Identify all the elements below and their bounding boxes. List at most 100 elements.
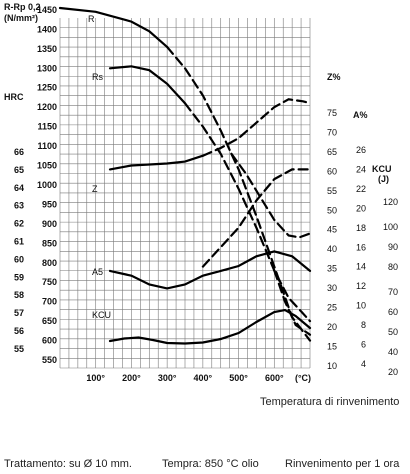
kcu-axis: KCU(J) 120 100 90 80 70 60 50 40 20: [372, 164, 398, 377]
series-r-dashed-line: [166, 45, 312, 342]
x-tick-label: 400°: [194, 373, 213, 383]
a-tick-label: 24: [356, 164, 366, 174]
a-tick-label: 18: [356, 223, 366, 233]
series-unnamed-4-dashed-line: [230, 152, 312, 239]
a-tick-label: 26: [356, 145, 366, 155]
stress-tick-label: 1200: [37, 102, 57, 112]
hrc-tick-label: 64: [14, 183, 24, 193]
series-label-kcu: KCU: [92, 310, 111, 320]
series-unnamed-7-dashed-line: [273, 269, 312, 336]
stress-tick-label: 1050: [37, 161, 57, 171]
a-tick-label: 8: [361, 320, 366, 330]
x-axis-title: Temperatura di rinvenimento: [260, 396, 400, 408]
stress-tick-label: 1450: [37, 5, 57, 15]
stress-axis: 1450 1400 1350 1300 1250 1200 1150 1100 1050 1000…: [4, 2, 57, 365]
x-axis: 100° 200° 300° 400° 500° 600° (°C): [86, 373, 311, 383]
stress-tick-label: 650: [42, 316, 57, 326]
z-axis: Z% 75 70 65 60 55 50 45 40 35 30 25 20 15 10: [327, 72, 341, 371]
kcu-tick-label: 20: [388, 367, 398, 377]
quench-note: Tempra: 850 °C olio: [162, 458, 259, 470]
kcu-tick-label: 50: [388, 327, 398, 337]
a-tick-label: 22: [356, 184, 366, 194]
stress-tick-label: 950: [42, 199, 57, 209]
z-tick-label: 30: [327, 283, 337, 293]
a-tick-label: 10: [356, 301, 366, 311]
z-tick-label: 25: [327, 303, 337, 313]
stress-tick-label: 800: [42, 258, 57, 268]
z-axis-label: Z%: [327, 72, 341, 82]
hrc-tick-label: 62: [14, 219, 24, 229]
z-tick-label: 10: [327, 361, 337, 371]
kcu-tick-label: 90: [388, 242, 398, 252]
stress-tick-label: 1000: [37, 180, 57, 190]
z-tick-label: 70: [327, 127, 337, 137]
stress-tick-label: 1300: [37, 63, 57, 73]
series-label-z: Z: [92, 184, 98, 194]
x-axis-unit: (°C): [295, 373, 311, 383]
z-tick-label: 75: [327, 108, 337, 118]
stress-axis-unit: (N/mm²): [4, 13, 38, 23]
x-tick-label: 200°: [122, 373, 141, 383]
hrc-tick-label: 61: [14, 237, 24, 247]
hrc-tick-label: 59: [14, 272, 24, 282]
z-tick-label: 50: [327, 205, 337, 215]
z-tick-label: 65: [327, 147, 337, 157]
kcu-tick-label: 40: [388, 347, 398, 357]
kcu-tick-label: 60: [388, 307, 398, 317]
stress-tick-label: 750: [42, 277, 57, 287]
stress-tick-label: 1250: [37, 83, 57, 93]
kcu-tick-label: 100: [383, 222, 398, 232]
hrc-tick-label: 55: [14, 344, 24, 354]
stress-tick-label: 700: [42, 297, 57, 307]
kcu-axis-unit: (J): [378, 174, 389, 184]
series-label-rs: Rs: [92, 72, 103, 82]
kcu-tick-label: 120: [383, 197, 398, 207]
stress-tick-label: 600: [42, 336, 57, 346]
x-tick-label: 100°: [86, 373, 105, 383]
a-tick-label: 16: [356, 242, 366, 252]
hrc-axis: HRC 66 65 64 63 62 61 60 59 58 57 56 55: [4, 92, 24, 354]
stress-tick-label: 1400: [37, 24, 57, 34]
hrc-tick-label: 56: [14, 326, 24, 336]
series-z-dashed-line: [201, 98, 312, 157]
z-tick-label: 60: [327, 166, 337, 176]
a-tick-label: 4: [361, 359, 366, 369]
hrc-axis-label: HRC: [4, 92, 24, 102]
series-unnamed-3-dashed-line: [201, 168, 312, 268]
stress-tick-label: 900: [42, 219, 57, 229]
hrc-tick-label: 65: [14, 165, 24, 175]
hrc-tick-label: 58: [14, 290, 24, 300]
series-kcu-solid-line: [108, 308, 312, 345]
kcu-tick-label: 70: [388, 287, 398, 297]
x-tick-label: 300°: [158, 373, 177, 383]
hrc-tick-label: 60: [14, 254, 24, 264]
tempering-note: Rinvenimento per 1 ora: [285, 458, 400, 470]
stress-tick-label: 850: [42, 238, 57, 248]
kcu-axis-label: KCU: [372, 164, 392, 174]
treatment-note: Trattamento: su Ø 10 mm.: [4, 458, 132, 470]
stress-axis-label: R-Rp 0,2: [4, 2, 41, 12]
series-z-solid-line: [108, 154, 204, 171]
series-a5-solid-line: [108, 250, 312, 290]
z-tick-label: 35: [327, 264, 337, 274]
z-tick-label: 15: [327, 341, 337, 351]
a-tick-label: 6: [361, 340, 366, 350]
z-tick-label: 45: [327, 225, 337, 235]
stress-tick-label: 1100: [37, 141, 57, 151]
hrc-tick-label: 66: [14, 147, 24, 157]
series-rs-solid-line: [108, 65, 187, 105]
hrc-tick-label: 57: [14, 308, 24, 318]
a-tick-label: 20: [356, 203, 366, 213]
z-tick-label: 55: [327, 186, 337, 196]
kcu-tick-label: 80: [388, 262, 398, 272]
stress-tick-label: 550: [42, 355, 57, 365]
z-tick-label: 20: [327, 322, 337, 332]
stress-tick-label: 1150: [37, 122, 57, 132]
x-tick-label: 600°: [265, 373, 284, 383]
stress-tick-label: 1350: [37, 44, 57, 54]
series-r-solid-line: [58, 6, 169, 48]
series-label-a5: A5: [92, 267, 103, 277]
x-tick-label: 500°: [229, 373, 248, 383]
series-rs-dashed-line: [183, 102, 312, 323]
